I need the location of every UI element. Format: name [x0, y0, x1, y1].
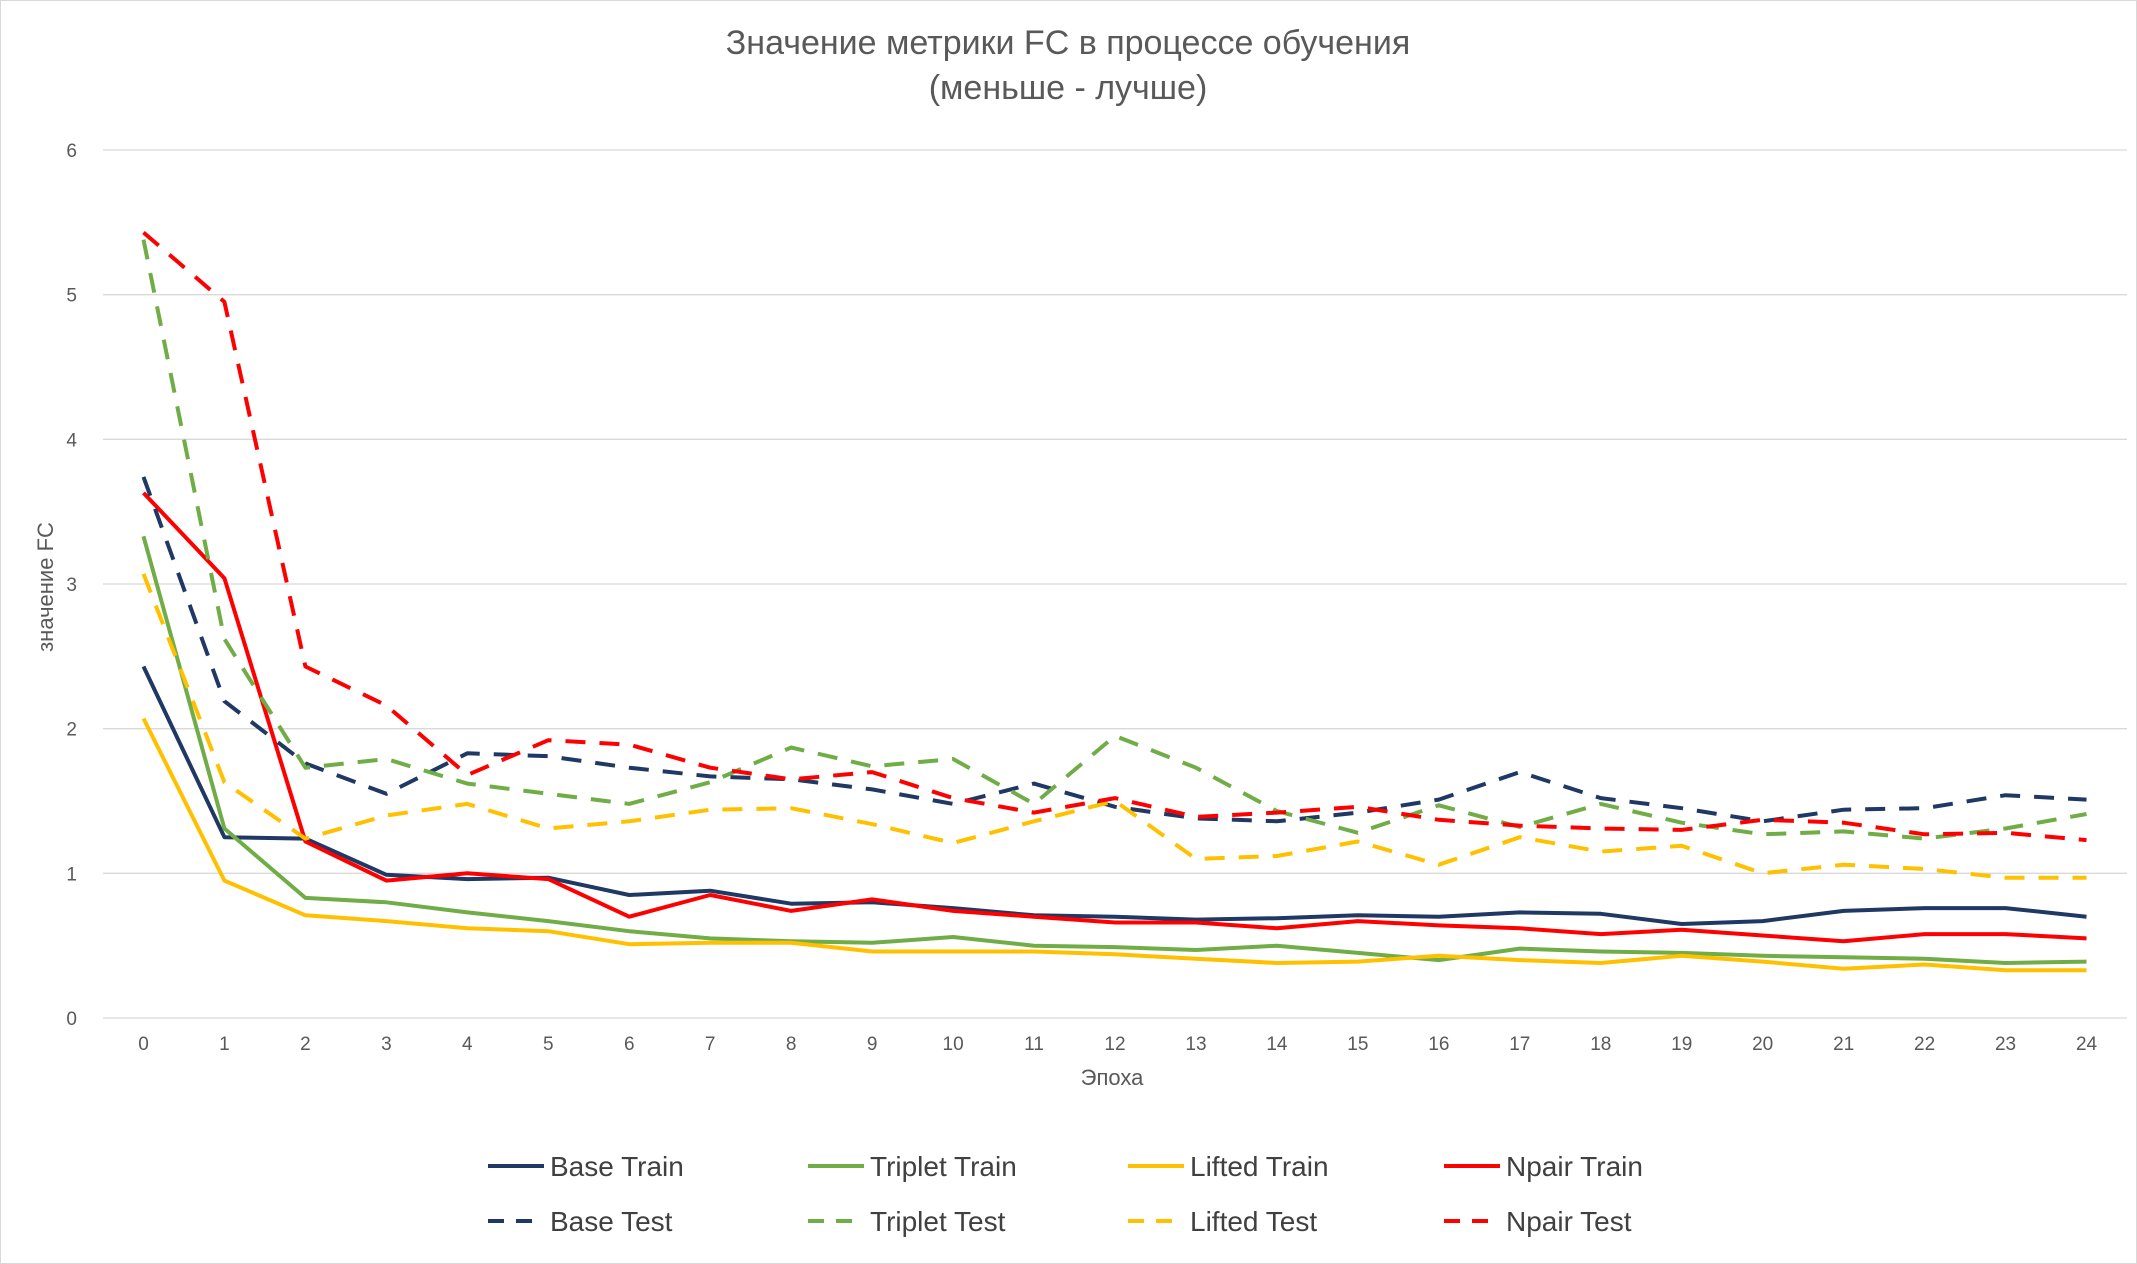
- x-tick-label: 16: [1428, 1034, 1449, 1055]
- y-tick-label: 5: [66, 286, 77, 307]
- series-line-base-train: [141, 665, 2087, 926]
- y-tick-label: 6: [66, 141, 77, 162]
- x-tick-label: 4: [462, 1034, 473, 1055]
- x-tick-label: 20: [1752, 1034, 1773, 1055]
- series-line-npair-train: [142, 491, 2087, 944]
- series-line-lifted-test: [141, 573, 2087, 880]
- chart-subtitle: (меньше - лучше): [929, 69, 1208, 107]
- legend-label: Npair Train: [1506, 1151, 1643, 1182]
- x-tick-label: 8: [786, 1034, 797, 1055]
- x-tick-label: 17: [1509, 1034, 1530, 1055]
- legend-label: Triplet Test: [870, 1206, 1006, 1237]
- x-tick-label: 13: [1185, 1034, 1206, 1055]
- y-tick-label: 0: [66, 1009, 77, 1030]
- y-tick-label: 4: [66, 430, 77, 451]
- x-tick-label: 19: [1671, 1034, 1692, 1055]
- legend-label: Triplet Train: [870, 1151, 1017, 1182]
- x-axis-title: Эпоха: [1081, 1065, 1144, 1090]
- x-tick-label: 0: [138, 1034, 149, 1055]
- series-lines: [141, 230, 2087, 973]
- series-line-npair-test: [142, 230, 2087, 843]
- x-tick-label: 22: [1914, 1034, 1935, 1055]
- legend-label: Lifted Train: [1190, 1151, 1329, 1182]
- x-tick-label: 2: [300, 1034, 311, 1055]
- x-tick-label: 3: [381, 1034, 392, 1055]
- x-tick-label: 15: [1347, 1034, 1368, 1055]
- chart-title: Значение метрики FC в процессе обучения: [726, 24, 1410, 62]
- x-tick-label: 5: [543, 1034, 554, 1055]
- y-axis-ticks: 0 1 2 3 4 5 6: [66, 141, 77, 1030]
- x-axis-ticks: 0 1 2 3 4 5 6 7 8 9 10 11 12 13 14 15 16 17 18 19 20 21 22 23 24: [138, 1034, 2097, 1055]
- gridlines: [103, 149, 2127, 1019]
- x-tick-label: 18: [1590, 1034, 1611, 1055]
- x-tick-label: 7: [705, 1034, 716, 1055]
- y-axis-title: значение FC: [33, 522, 58, 652]
- x-tick-label: 1: [219, 1034, 230, 1055]
- legend: Base Train Triplet Train Lifted Train Npair…: [488, 1151, 1643, 1237]
- x-tick-label: 23: [1995, 1034, 2016, 1055]
- legend-label: Lifted Test: [1190, 1206, 1317, 1237]
- y-tick-label: 1: [66, 864, 77, 885]
- x-tick-label: 21: [1833, 1034, 1854, 1055]
- legend-label: Npair Test: [1506, 1206, 1632, 1237]
- series-line-triplet-train: [141, 535, 2087, 965]
- x-tick-label: 24: [2076, 1034, 2098, 1055]
- series-line-base-test: [141, 476, 2087, 824]
- legend-label: Base Train: [550, 1151, 684, 1182]
- y-tick-label: 3: [66, 575, 77, 596]
- x-tick-label: 11: [1024, 1034, 1044, 1055]
- x-tick-label: 14: [1266, 1034, 1288, 1055]
- series-line-lifted-train: [141, 717, 2087, 973]
- legend-label: Base Test: [550, 1206, 673, 1237]
- x-tick-label: 6: [624, 1034, 635, 1055]
- x-tick-label: 12: [1104, 1034, 1125, 1055]
- series-line-triplet-test: [141, 239, 2087, 841]
- x-tick-label: 10: [943, 1034, 964, 1055]
- x-tick-label: 9: [867, 1034, 878, 1055]
- y-tick-label: 2: [66, 720, 77, 741]
